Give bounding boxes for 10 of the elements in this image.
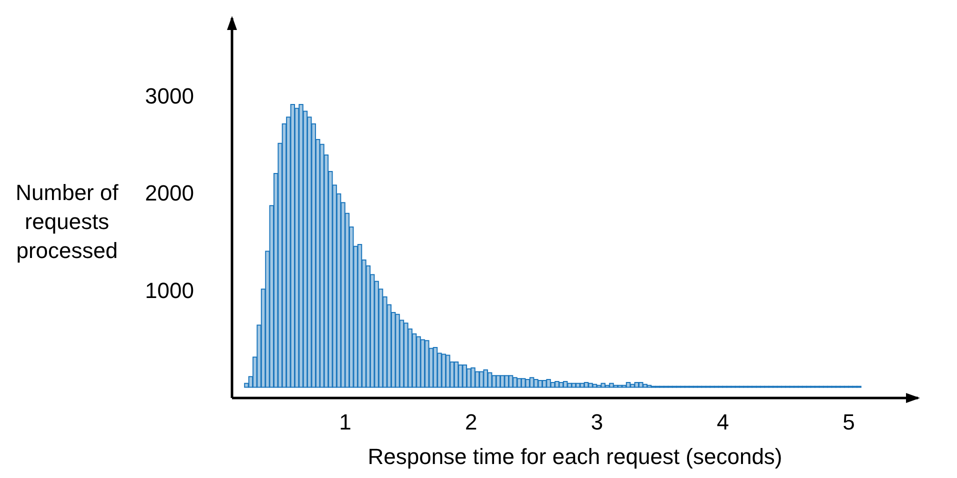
x-axis-title: Response time for each request (seconds) (368, 444, 782, 469)
y-tick-label: 1000 (145, 278, 194, 303)
x-tick-label: 5 (842, 410, 855, 435)
x-tick-label: 4 (716, 410, 730, 435)
y-axis-title: Number of requests processed (14, 179, 120, 265)
y-tick-label: 3000 (145, 84, 194, 109)
x-tick-label: 2 (465, 410, 478, 435)
y-tick-label: 2000 (145, 180, 194, 206)
x-tick-label: 3 (590, 410, 604, 435)
x-tick-label: 1 (339, 410, 352, 435)
